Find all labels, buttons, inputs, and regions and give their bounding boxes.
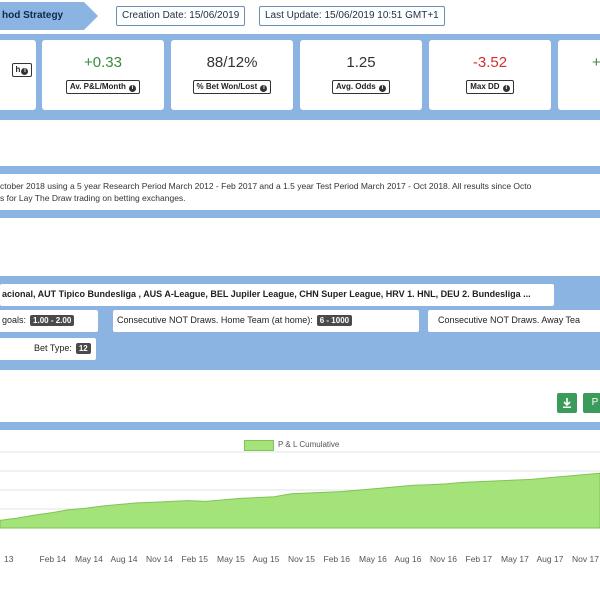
last-update-pill: Last Update: 15/06/2019 10:51 GMT+1 xyxy=(259,6,445,26)
away-not-draws-filter[interactable]: Consecutive NOT Draws. Away Tea xyxy=(428,310,600,332)
stat-card-av-pl-month: +0.33 Av. P&L/Month i xyxy=(42,40,164,110)
pl-cumulative-chart: 13 Feb 14 May 14 Aug 14 Nov 14 Feb 15 May 15 Au… xyxy=(0,451,600,564)
info-icon[interactable]: i xyxy=(21,68,29,75)
legend-swatch[interactable] xyxy=(244,440,274,451)
leagues-filter[interactable]: acional, AUT Tipico Bundesliga , AUS A-L… xyxy=(0,284,554,306)
x-tick-label: Aug 17 xyxy=(537,554,564,564)
goals-filter-value: 1.00 - 2.00 xyxy=(30,315,75,326)
stat-label[interactable]: Avg. Odds i xyxy=(332,80,390,94)
description-box: ctober 2018 using a 5 year Research Peri… xyxy=(0,174,600,210)
strategy-tab[interactable]: hod Strategy xyxy=(0,2,84,30)
creation-date-pill: Creation Date: 15/06/2019 xyxy=(116,6,246,26)
x-tick-label: May 14 xyxy=(75,554,103,564)
x-tick-label: Nov 14 xyxy=(146,554,173,564)
x-tick-label: May 16 xyxy=(359,554,387,564)
strategy-tab-arrow xyxy=(84,2,98,30)
stat-card-bet-won-lost: 88/12% % Bet Won/Lost i xyxy=(171,40,293,110)
goals-filter[interactable]: goals: 1.00 - 2.00 xyxy=(0,310,98,332)
download-button[interactable] xyxy=(557,393,577,413)
stat-value: 88/12% xyxy=(206,54,258,71)
x-tick-label: May 15 xyxy=(217,554,245,564)
stat-card-partial: + xyxy=(558,40,600,110)
chart-panel: P & L Cumulative 13 Feb 14 May 14 Aug 14 Nov… xyxy=(0,430,600,600)
top-bar: hod Strategy Creation Date: 15/06/2019 L… xyxy=(0,0,600,34)
info-icon[interactable]: i xyxy=(260,85,268,92)
info-icon[interactable]: i xyxy=(502,85,510,92)
stat-value: +0.33 xyxy=(84,54,122,71)
bet-type-filter[interactable]: Bet Type: 12 xyxy=(0,338,96,360)
stat-card-max-dd: -3.52 Max DD i xyxy=(429,40,551,110)
x-tick-label: Feb 15 xyxy=(182,554,209,564)
x-tick-label: Aug 16 xyxy=(395,554,422,564)
x-tick-label: Feb 14 xyxy=(40,554,67,564)
description-band: ctober 2018 using a 5 year Research Peri… xyxy=(0,166,600,218)
description-line-1: ctober 2018 using a 5 year Research Peri… xyxy=(0,181,532,191)
chart-band: P & L Cumulative 13 Feb 14 May 14 Aug 14 Nov… xyxy=(0,422,600,600)
legend-label: P & L Cumulative xyxy=(278,440,340,449)
home-not-draws-filter[interactable]: Consecutive NOT Draws. Home Team (at hom… xyxy=(113,310,419,332)
x-tick-label: Feb 17 xyxy=(466,554,493,564)
stat-label[interactable]: Av. P&L/Month i xyxy=(65,80,141,94)
goals-filter-label: goals: xyxy=(2,315,27,325)
stat-card-avg-odds: 1.25 Avg. Odds i xyxy=(300,40,422,110)
stat-value: + xyxy=(592,54,600,71)
away-filter-label: Consecutive NOT Draws. Away Tea xyxy=(438,315,581,325)
x-tick-label: May 17 xyxy=(501,554,529,564)
x-tick-label: Aug 14 xyxy=(111,554,138,564)
stat-value: -3.52 xyxy=(472,54,508,71)
home-filter-label: Consecutive NOT Draws. Home Team (at hom… xyxy=(117,315,313,325)
x-tick-label: Nov 15 xyxy=(288,554,315,564)
download-icon xyxy=(563,398,571,408)
bet-type-value: 12 xyxy=(75,343,91,354)
x-tick-label: Nov 16 xyxy=(430,554,457,564)
stat-label[interactable]: % Bet Won/Lost i xyxy=(192,80,272,94)
bet-type-label: Bet Type: xyxy=(34,343,72,353)
series-area-pl-cumulative xyxy=(0,472,600,529)
x-tick-label: Aug 15 xyxy=(253,554,280,564)
x-tick-label: Nov 17 xyxy=(572,554,599,564)
export-button[interactable]: P xyxy=(583,393,600,413)
x-tick-label: 13 xyxy=(4,554,14,564)
filters-band: acional, AUT Tipico Bundesliga , AUS A-L… xyxy=(0,276,600,370)
home-filter-value: 6 - 1000 xyxy=(316,315,353,326)
x-tick-label: Feb 16 xyxy=(324,554,351,564)
info-icon[interactable]: i xyxy=(129,85,137,92)
stat-label[interactable]: Max DD i xyxy=(466,80,514,94)
stat-value: 1.25 xyxy=(346,54,376,71)
description-line-2: s for Lay The Draw trading on betting ex… xyxy=(0,193,186,203)
info-icon[interactable]: i xyxy=(378,85,386,92)
